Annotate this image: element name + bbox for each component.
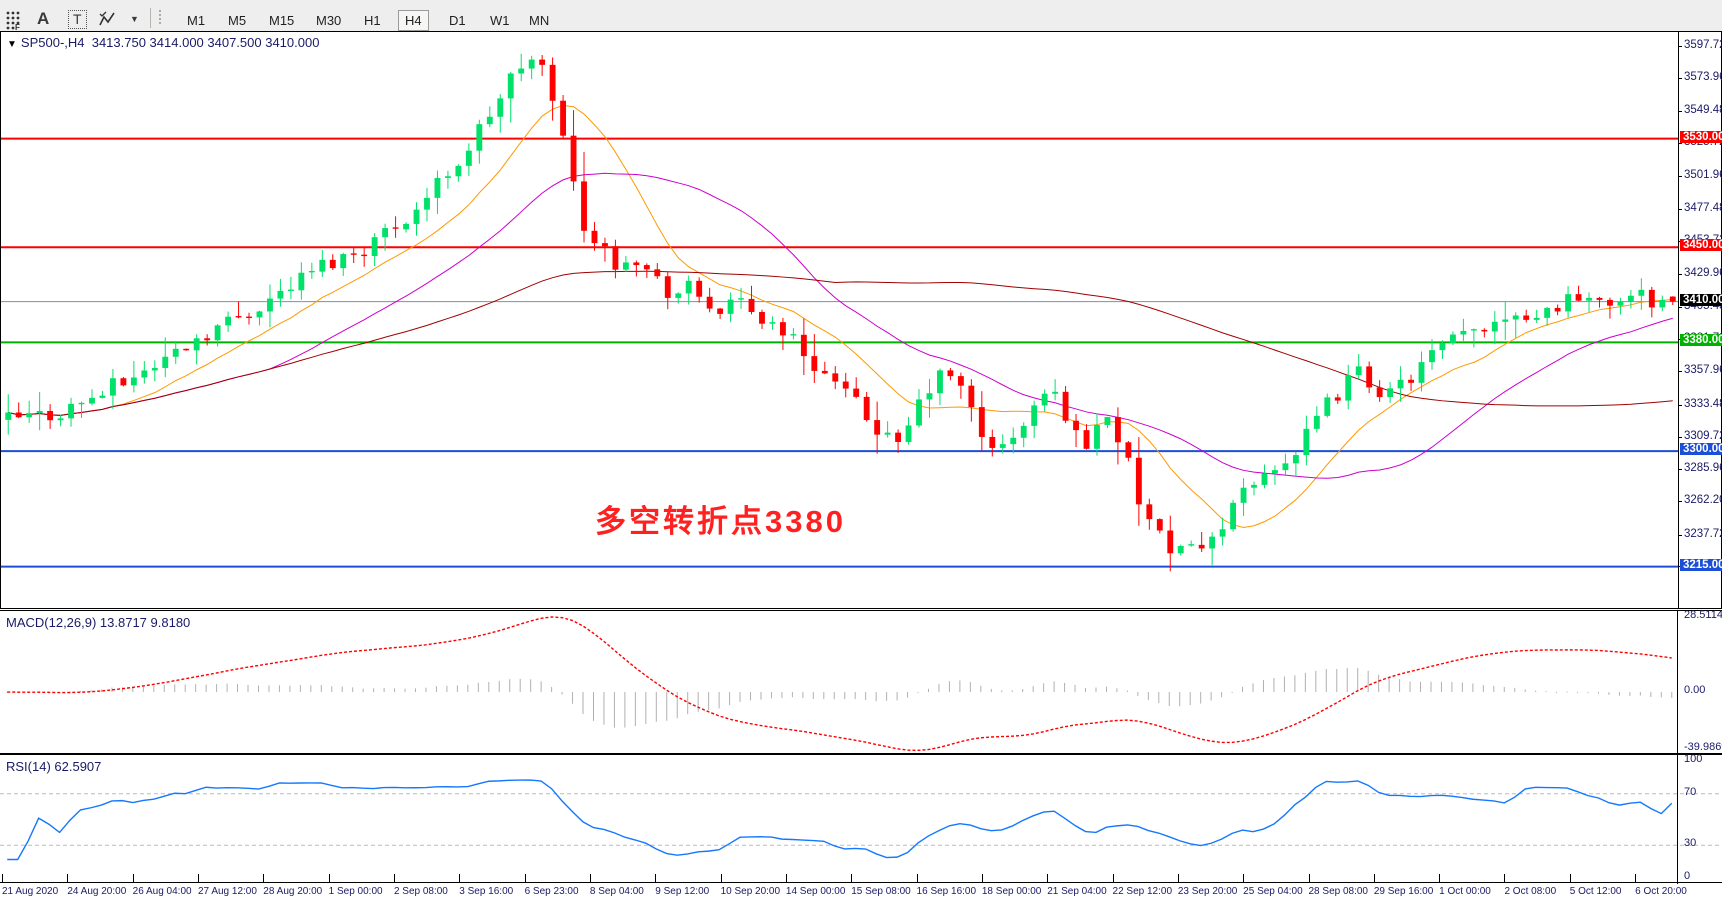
svg-text:F: F xyxy=(15,23,20,31)
